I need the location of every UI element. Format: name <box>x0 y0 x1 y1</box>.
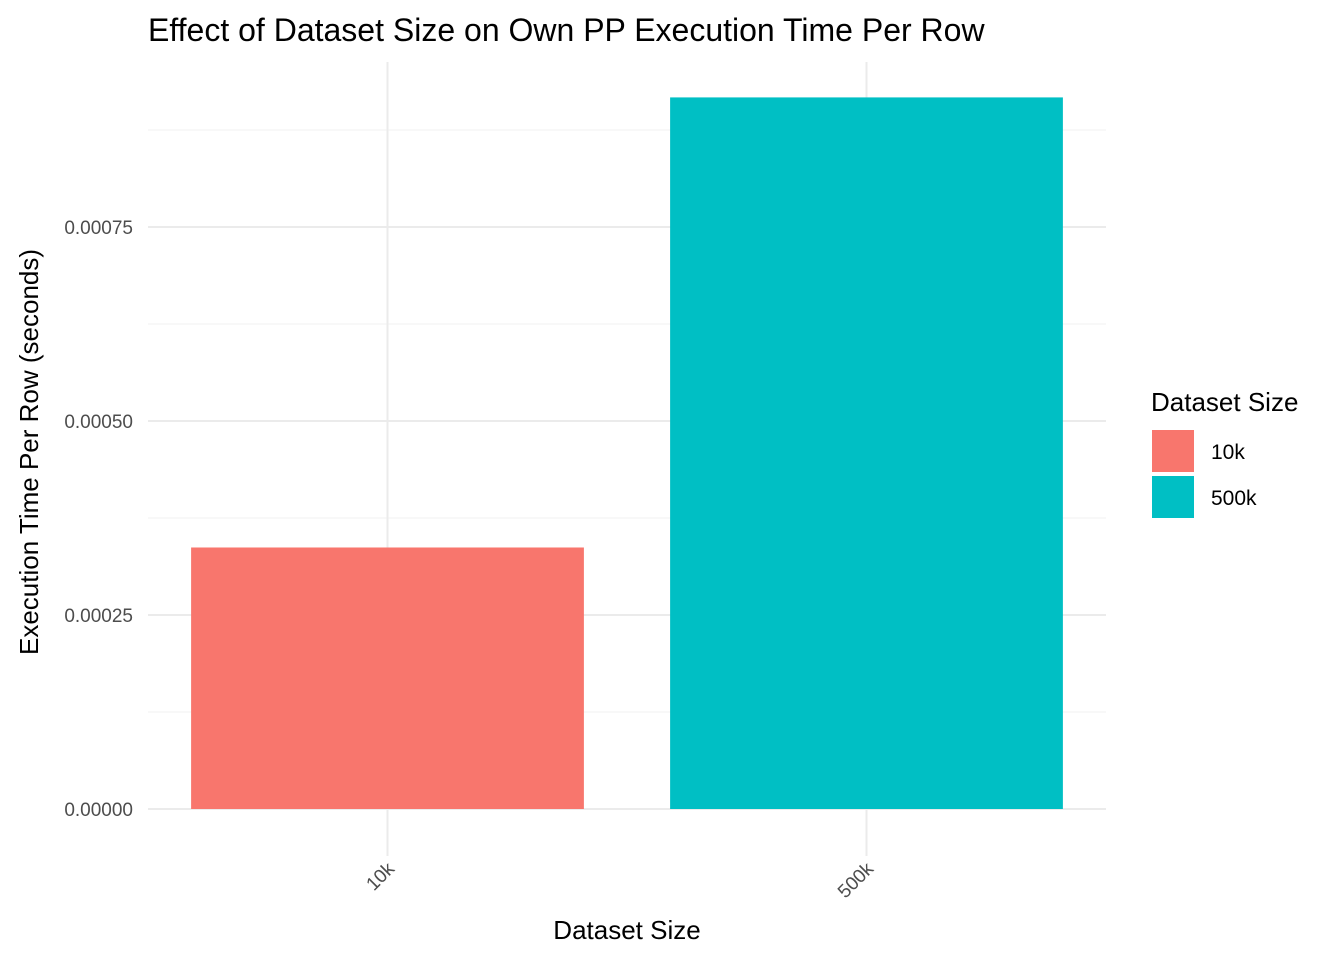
legend-title: Dataset Size <box>1151 387 1298 417</box>
x-axis-ticks: 10k 500k <box>363 858 879 902</box>
legend-label: 10k <box>1211 441 1245 464</box>
y-tick-label: 0.00000 <box>64 800 133 821</box>
legend-label: 500k <box>1211 487 1257 510</box>
y-tick-label: 0.00025 <box>64 606 133 627</box>
bar-10k <box>191 547 584 809</box>
x-axis-title: Dataset Size <box>553 915 700 945</box>
legend-swatch-500k <box>1152 476 1194 518</box>
chart-title: Effect of Dataset Size on Own PP Executi… <box>148 12 985 48</box>
legend: Dataset Size 10k 500k <box>1151 387 1298 518</box>
y-tick-label: 0.00075 <box>64 218 133 239</box>
x-tick-label: 500k <box>834 858 878 902</box>
y-axis-title: Execution Time Per Row (seconds) <box>14 249 44 655</box>
bars <box>191 97 1063 809</box>
y-axis-ticks: 0.00000 0.00025 0.00050 0.00075 <box>64 218 133 821</box>
legend-swatch-10k <box>1152 430 1194 472</box>
bar-500k <box>670 97 1063 809</box>
y-tick-label: 0.00050 <box>64 412 133 433</box>
x-tick-label: 10k <box>363 858 400 895</box>
